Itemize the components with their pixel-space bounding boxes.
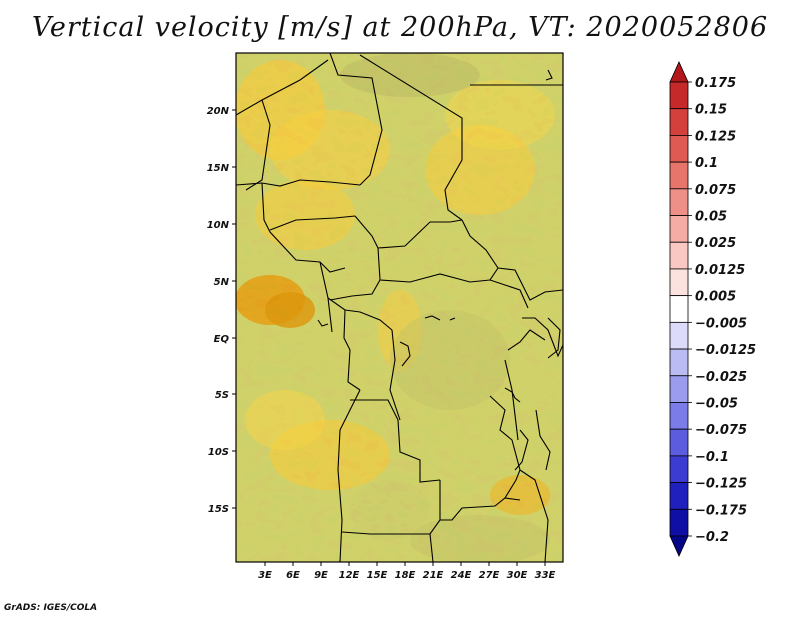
colorbar-label: 0.075: [695, 183, 736, 198]
colorbar-label: −0.075: [695, 423, 747, 438]
colorbar-label: 0.0125: [695, 263, 745, 278]
lat-label: 20N: [207, 106, 230, 117]
colorbar-label: 0.1: [695, 156, 718, 171]
lat-label: 5N: [214, 277, 230, 288]
lat-label: 15N: [207, 163, 230, 174]
colorbar-label: −0.005: [695, 316, 747, 331]
lon-label: 9E: [314, 570, 328, 581]
colorbar-swatch: [669, 321, 689, 350]
colorbar-swatch: [669, 482, 689, 510]
colorbar-swatch: [669, 508, 689, 537]
colorbar-swatch: [669, 295, 689, 323]
colorbar-label: −0.125: [695, 477, 747, 492]
velocity-field: [236, 53, 563, 562]
colorbar-label: 0.125: [695, 129, 736, 144]
axis-ticks: [232, 109, 546, 566]
colorbar-label: 0.05: [695, 210, 727, 225]
colorbar-swatch: [669, 455, 689, 483]
lon-label: 18E: [395, 570, 416, 581]
lon-label: 27E: [479, 570, 500, 581]
lat-label: 15S: [208, 504, 229, 515]
colorbar-label: 0.005: [695, 290, 736, 305]
lon-label: 33E: [535, 570, 556, 581]
colorbar-label: −0.0125: [695, 343, 756, 358]
colorbar-swatch: [669, 188, 689, 216]
lat-label: 5S: [215, 390, 229, 401]
boundary-lines: [236, 53, 563, 562]
lon-label: 15E: [367, 570, 388, 581]
colorbar-swatch: [669, 348, 689, 377]
colorbar-label: 0.025: [695, 236, 736, 251]
colorbar-label: 0.175: [695, 76, 736, 91]
colorbar-label: −0.2: [695, 530, 729, 545]
colorbar-label: −0.025: [695, 370, 747, 385]
colorbar-lower-arrow: [669, 535, 689, 557]
lon-label: 24E: [451, 570, 472, 581]
colorbar-swatch: [669, 135, 689, 163]
lat-label: 10S: [208, 447, 229, 458]
colorbar: 0.175 0.15 0.125 0.1 0.075 0.05 0.025 0.0125 0.0…: [669, 61, 756, 557]
colorbar-label: −0.05: [695, 396, 738, 411]
axis-labels: 3E 6E 9E 12E 15E 18E 21E 24E 27E 30E 33E 20N 15N 10N 5…: [207, 106, 556, 581]
colorbar-label: −0.1: [695, 450, 729, 465]
colorbar-swatch: [669, 81, 689, 110]
colorbar-upper-arrow: [669, 61, 689, 83]
colorbar-swatch: [669, 215, 689, 243]
colorbar-swatch: [669, 375, 689, 403]
colorbar-label: 0.15: [695, 103, 727, 118]
lon-label: 12E: [339, 570, 360, 581]
lon-label: 30E: [507, 570, 528, 581]
colorbar-swatch: [669, 268, 689, 297]
lat-label: 10N: [207, 220, 230, 231]
colorbar-swatch: [669, 402, 689, 430]
map-title: Vertical velocity [m/s] at 200hPa, VT: 2…: [31, 12, 769, 43]
lon-label: 6E: [286, 570, 300, 581]
colorbar-swatch: [669, 241, 689, 270]
colorbar-label: −0.175: [695, 503, 747, 518]
lon-label: 3E: [258, 570, 272, 581]
map-frame: [235, 52, 564, 563]
lon-label: 21E: [423, 570, 444, 581]
lat-label: EQ: [214, 334, 230, 345]
colorbar-swatch: [669, 428, 689, 457]
colorbar-swatch: [669, 161, 689, 190]
grads-credit: GrADS: IGES/COLA: [4, 603, 98, 613]
colorbar-swatch: [669, 108, 689, 136]
